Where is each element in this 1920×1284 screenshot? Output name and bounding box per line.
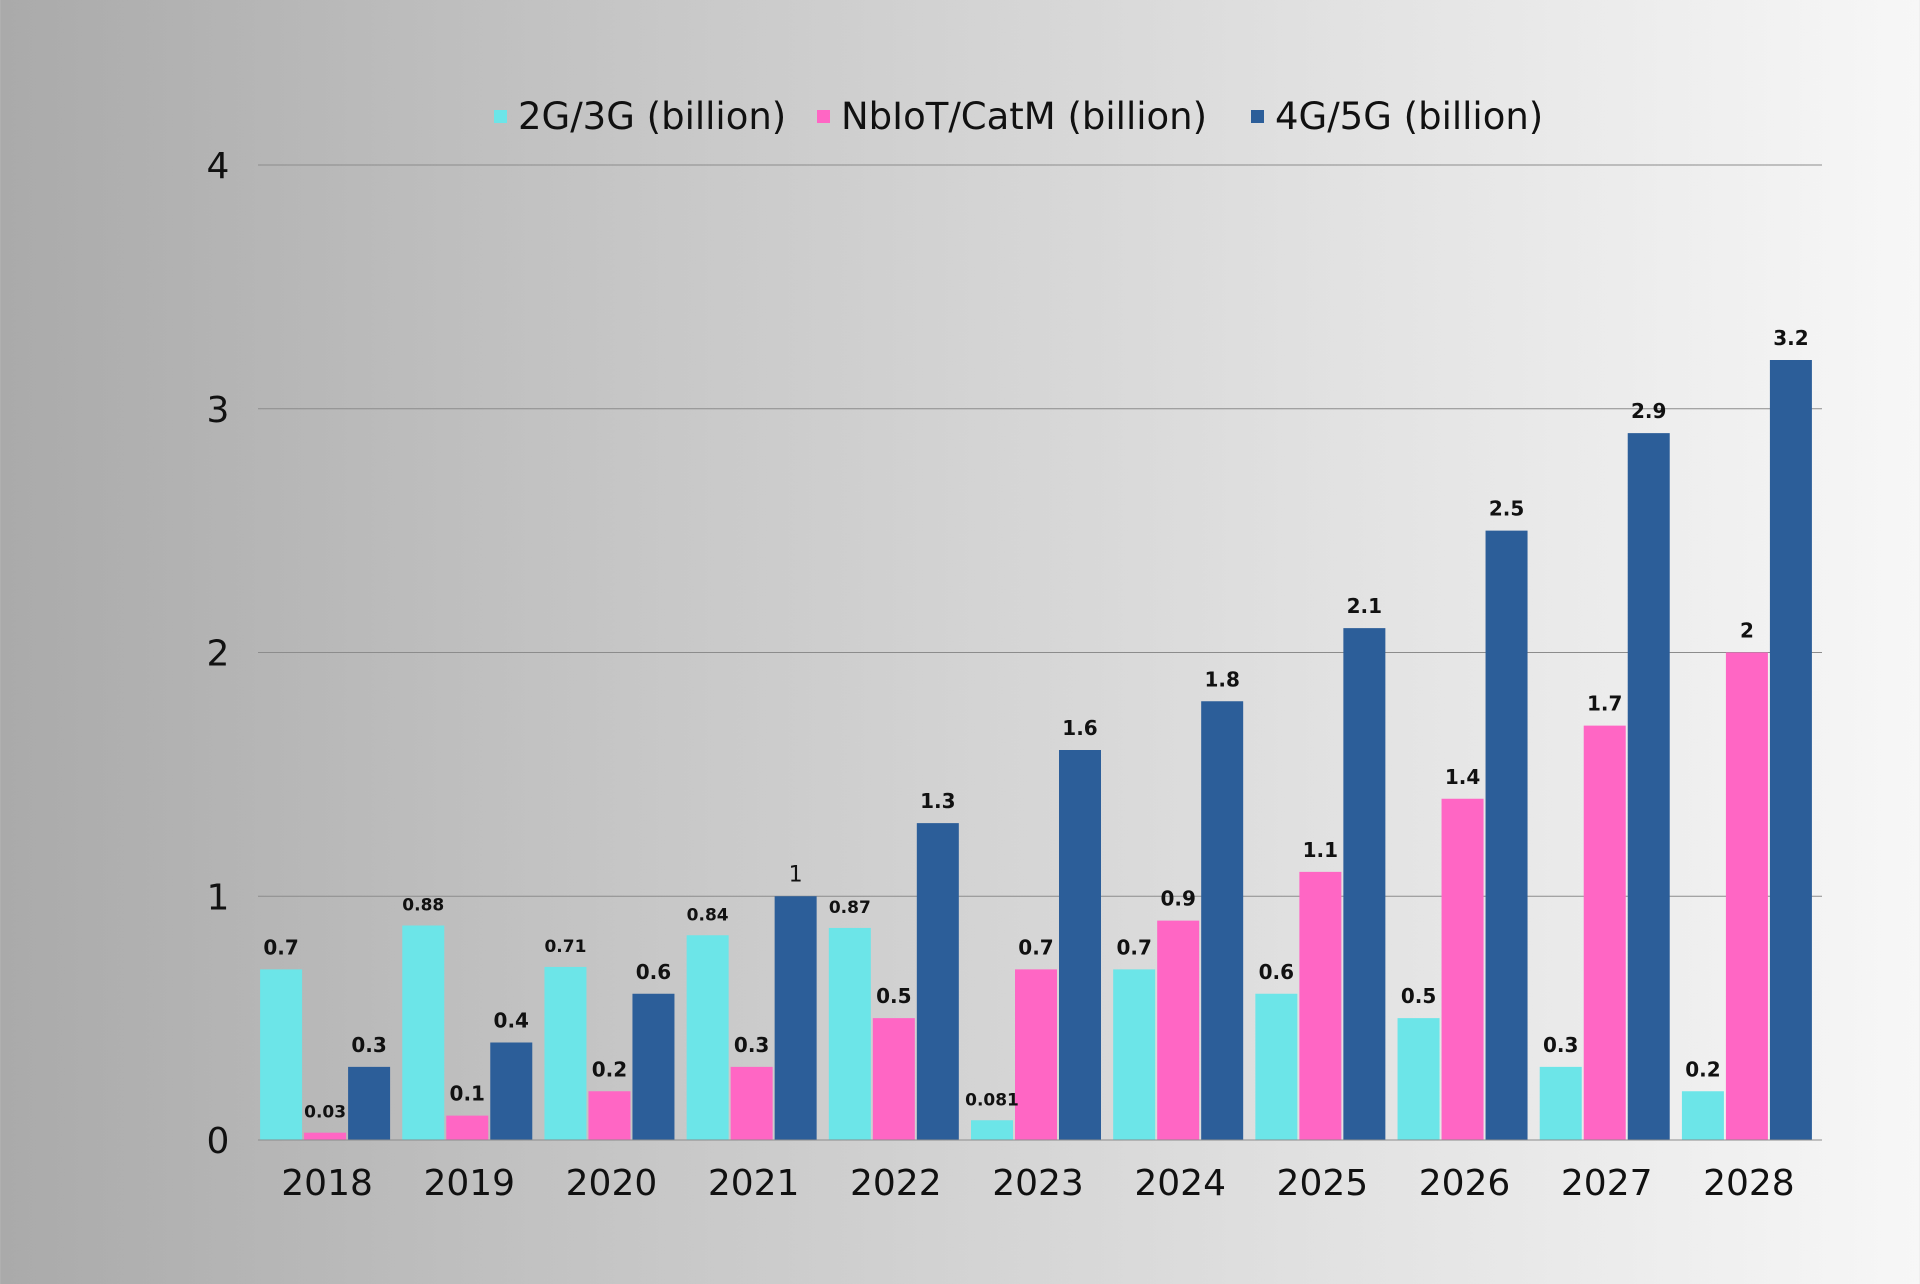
legend-swatch xyxy=(494,110,507,123)
data-label: 0.6 xyxy=(636,960,671,984)
data-label: 0.4 xyxy=(494,1009,529,1033)
bar-nbiot-catm-2022 xyxy=(872,1018,915,1140)
bar-nbiot-catm-2020 xyxy=(588,1091,631,1140)
data-label: 0.7 xyxy=(263,935,298,959)
data-label: 0.3 xyxy=(351,1033,386,1057)
x-tick-label: 2022 xyxy=(850,1163,942,1204)
axes: 0 1 2 3 4 2018 2019 2020 2021 2022 2023 2024 2025 202… xyxy=(207,146,1822,1204)
bar-nbiot-catm-2018 xyxy=(304,1132,347,1140)
bar-2g-3g-2019 xyxy=(402,925,445,1140)
bar-nbiot-catm-2023 xyxy=(1015,969,1057,1140)
bars xyxy=(260,360,1812,1140)
bar-2g-3g-2025 xyxy=(1255,993,1298,1140)
y-tick-label: 0 xyxy=(207,1121,230,1162)
x-tick-label: 2019 xyxy=(423,1163,515,1204)
data-label: 0.5 xyxy=(1401,984,1436,1008)
bar-4g-5g-2025 xyxy=(1343,628,1386,1140)
bar-nbiot-catm-2025 xyxy=(1299,871,1342,1140)
data-label: 0.3 xyxy=(734,1033,769,1057)
bar-4g-5g-2023 xyxy=(1059,750,1101,1140)
bar-nbiot-catm-2027 xyxy=(1583,725,1626,1140)
bar-2g-3g-2024 xyxy=(1113,969,1156,1140)
legend-label: 4G/5G (billion) xyxy=(1275,95,1543,138)
legend-label: 2G/3G (billion) xyxy=(518,95,786,138)
x-tick-label: 2026 xyxy=(1419,1163,1511,1204)
x-tick-label: 2023 xyxy=(992,1163,1084,1204)
bar-4g-5g-2024 xyxy=(1201,701,1244,1140)
y-tick-label: 4 xyxy=(207,146,230,187)
data-label: 1 xyxy=(789,862,803,887)
data-label: 0.3 xyxy=(1543,1033,1578,1057)
data-label: 0.6 xyxy=(1259,960,1294,984)
bar-4g-5g-2018 xyxy=(348,1066,391,1140)
data-label: 2.5 xyxy=(1489,497,1524,521)
bar-4g-5g-2027 xyxy=(1627,433,1670,1140)
bar-2g-3g-2022 xyxy=(828,927,871,1140)
y-tick-label: 1 xyxy=(207,877,230,918)
bar-nbiot-catm-2019 xyxy=(446,1115,489,1140)
bar-4g-5g-2021 xyxy=(774,896,817,1140)
bar-nbiot-catm-2021 xyxy=(730,1066,773,1140)
data-label: 2 xyxy=(1740,619,1754,643)
x-tick-label: 2028 xyxy=(1703,1163,1795,1204)
data-label: 0.081 xyxy=(965,1090,1019,1110)
y-tick-label: 2 xyxy=(207,634,230,675)
data-label: 0.2 xyxy=(592,1057,627,1081)
data-label: 0.84 xyxy=(687,905,729,925)
data-label: 1.6 xyxy=(1062,716,1097,740)
data-label: 0.2 xyxy=(1685,1057,1720,1081)
x-tick-label: 2027 xyxy=(1561,1163,1653,1204)
data-label: 3.2 xyxy=(1773,326,1808,350)
data-label: 0.71 xyxy=(544,937,586,957)
bar-4g-5g-2028 xyxy=(1769,360,1812,1140)
legend-label: NbIoT/CatM (billion) xyxy=(841,95,1207,138)
bar-nbiot-catm-2024 xyxy=(1157,920,1200,1140)
x-tick-label: 2024 xyxy=(1134,1163,1226,1204)
data-label: 0.9 xyxy=(1160,887,1195,911)
bar-4g-5g-2020 xyxy=(632,993,675,1140)
data-label: 1.3 xyxy=(920,789,955,813)
data-label: 2.9 xyxy=(1631,399,1666,423)
bar-2g-3g-2028 xyxy=(1681,1091,1724,1140)
data-label: 1.8 xyxy=(1204,667,1239,691)
bar-nbiot-catm-2028 xyxy=(1725,652,1768,1140)
bar-4g-5g-2026 xyxy=(1485,530,1528,1140)
data-label: 0.03 xyxy=(304,1103,346,1123)
y-tick-label: 3 xyxy=(207,390,230,431)
bar-4g-5g-2019 xyxy=(490,1042,533,1140)
bar-2g-3g-2020 xyxy=(544,966,587,1140)
bar-4g-5g-2022 xyxy=(916,823,959,1140)
data-labels: 0.7 0.03 0.3 0.88 0.1 0.4 0.71 0.2 0.6 0.84 0.3 1 0.… xyxy=(263,326,1808,1123)
data-label: 2.1 xyxy=(1347,594,1382,618)
legend-swatch xyxy=(1251,110,1264,123)
x-tick-label: 2021 xyxy=(708,1163,800,1204)
data-label: 0.7 xyxy=(1116,935,1151,959)
data-label: 0.1 xyxy=(450,1082,485,1106)
legend: 2G/3G (billion) NbIoT/CatM (billion) 4G/5G… xyxy=(494,95,1543,138)
data-label: 1.1 xyxy=(1303,838,1338,862)
bar-2g-3g-2026 xyxy=(1397,1018,1440,1140)
bar-nbiot-catm-2026 xyxy=(1441,798,1484,1140)
legend-swatch xyxy=(817,110,830,123)
data-label: 1.4 xyxy=(1445,765,1480,789)
bar-2g-3g-2023 xyxy=(971,1120,1013,1140)
data-label: 0.87 xyxy=(829,898,871,918)
bar-2g-3g-2027 xyxy=(1539,1066,1582,1140)
data-label: 0.7 xyxy=(1018,935,1053,959)
bar-2g-3g-2021 xyxy=(686,935,729,1140)
x-tick-label: 2018 xyxy=(281,1163,373,1204)
data-label: 0.88 xyxy=(402,896,444,916)
x-tick-label: 2025 xyxy=(1277,1163,1369,1204)
bar-2g-3g-2018 xyxy=(260,969,303,1140)
gridlines xyxy=(258,164,1822,897)
x-tick-label: 2020 xyxy=(566,1163,658,1204)
data-label: 0.5 xyxy=(876,984,911,1008)
data-label: 1.7 xyxy=(1587,692,1622,716)
